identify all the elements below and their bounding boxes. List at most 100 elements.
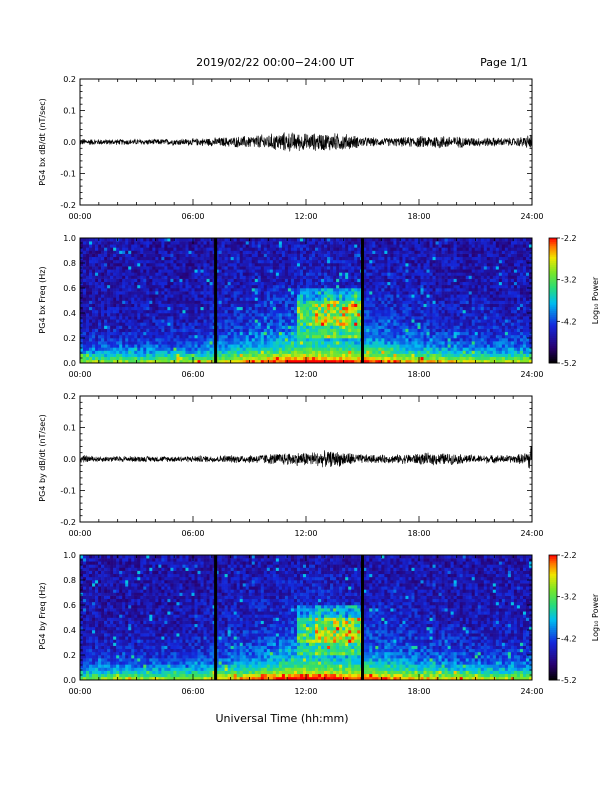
spectrogram-cell bbox=[239, 281, 244, 286]
spectrogram-cell bbox=[242, 350, 247, 354]
spectrogram-cell bbox=[164, 344, 168, 348]
spectrogram-cell bbox=[293, 266, 298, 270]
spectrogram-cell bbox=[104, 250, 108, 254]
spectrogram-cell bbox=[372, 303, 376, 308]
spectrogram-cell bbox=[242, 253, 247, 258]
spectrogram-cell bbox=[155, 269, 159, 273]
spectrogram-cell bbox=[390, 300, 394, 304]
spectrogram-cell bbox=[321, 341, 325, 345]
spectrogram-cell bbox=[357, 281, 361, 286]
spectrogram-cell bbox=[152, 359, 156, 364]
spectrogram-cell bbox=[161, 303, 165, 308]
spectrogram-cell bbox=[354, 319, 358, 323]
spectrogram-cell bbox=[330, 309, 334, 314]
spectrogram-cell bbox=[408, 250, 412, 254]
spectrogram-cell bbox=[218, 238, 222, 242]
spectrogram-cell bbox=[432, 275, 436, 279]
spectrogram-cell bbox=[143, 344, 147, 348]
spectrogram-cell bbox=[80, 322, 84, 326]
spectrogram-cell bbox=[315, 319, 319, 323]
spectrogram-cell bbox=[414, 259, 418, 264]
spectrogram-cell bbox=[191, 256, 195, 261]
spectrogram-cell bbox=[384, 284, 388, 289]
spectrogram-cell bbox=[194, 244, 198, 248]
spectrogram-cell bbox=[345, 238, 349, 242]
spectrogram-cell bbox=[363, 309, 367, 314]
spectrogram-cell bbox=[420, 338, 424, 342]
spectrogram-cell bbox=[345, 309, 349, 314]
spectrogram-cell bbox=[194, 275, 198, 279]
spectrogram-cell bbox=[342, 303, 346, 308]
spectrogram-cell bbox=[203, 344, 207, 348]
spectrogram-cell bbox=[281, 247, 286, 251]
spectrogram-cell bbox=[215, 303, 219, 308]
spectrogram-cell bbox=[420, 322, 424, 326]
spectrogram-cell bbox=[107, 275, 111, 279]
spectrogram-cell bbox=[92, 294, 96, 298]
spectrogram-cell bbox=[179, 350, 183, 354]
spectrogram-cell bbox=[408, 306, 412, 311]
spectrogram-cell bbox=[146, 241, 150, 245]
spectrogram-cell bbox=[95, 331, 99, 336]
spectrogram-cell bbox=[161, 250, 165, 254]
spectrogram-cell bbox=[200, 334, 204, 339]
spectrogram-cell bbox=[399, 331, 403, 336]
spectrogram-cell bbox=[116, 334, 120, 339]
spectrogram-cell bbox=[399, 359, 403, 364]
spectrogram-cell bbox=[336, 288, 340, 292]
spectrogram-cell bbox=[230, 259, 234, 264]
spectrogram-cell bbox=[149, 291, 153, 295]
spectrogram-cell bbox=[128, 281, 132, 286]
spectrogram-cell bbox=[296, 359, 301, 364]
spectrogram-cell bbox=[224, 325, 228, 329]
spectrogram-cell bbox=[348, 306, 352, 311]
spectrogram-cell bbox=[363, 272, 367, 276]
spectrogram-cell bbox=[327, 344, 331, 348]
spectrogram-cell bbox=[275, 300, 280, 304]
spectrogram-cell bbox=[140, 328, 144, 333]
spectrogram-cell bbox=[302, 238, 307, 242]
spectrogram-cell bbox=[302, 356, 307, 361]
spectrogram-cell bbox=[254, 328, 259, 333]
spectrogram-cell bbox=[119, 359, 123, 364]
spectrogram-cell bbox=[287, 253, 292, 258]
spectrogram-cell bbox=[396, 266, 400, 270]
spectrogram-cell bbox=[86, 322, 90, 326]
spectrogram-cell bbox=[432, 244, 436, 248]
spectrogram-cell bbox=[372, 313, 376, 317]
spectrogram-cell bbox=[200, 241, 204, 245]
spectrogram-cell bbox=[107, 263, 111, 267]
spectrogram-cell bbox=[299, 303, 304, 308]
spectrogram-cell bbox=[299, 344, 304, 348]
spectrogram-cell bbox=[167, 272, 171, 276]
spectrogram-cell bbox=[357, 300, 361, 304]
spectrogram-cell bbox=[372, 338, 376, 342]
spectrogram-cell bbox=[306, 281, 310, 286]
spectrogram-cell bbox=[182, 303, 186, 308]
spectrogram-cell bbox=[411, 313, 415, 317]
spectrogram-cell bbox=[89, 353, 93, 358]
spectrogram-cell bbox=[224, 303, 228, 308]
spectrogram-cell bbox=[318, 259, 322, 264]
spectrogram-cell bbox=[302, 278, 307, 283]
spectrogram-cell bbox=[251, 328, 256, 333]
spectrogram-cell bbox=[342, 328, 346, 333]
spectrogram-cell bbox=[272, 303, 277, 308]
spectrogram-cell bbox=[342, 281, 346, 286]
spectrogram-cell bbox=[420, 272, 424, 276]
spectrogram-cell bbox=[227, 278, 231, 283]
spectrogram-cell bbox=[179, 328, 183, 333]
spectrogram-cell bbox=[366, 313, 370, 317]
spectrogram-cell bbox=[227, 297, 231, 301]
spectrogram-cell bbox=[296, 284, 301, 289]
spectrogram-cell bbox=[269, 359, 274, 364]
spectrogram-cell bbox=[104, 331, 108, 336]
spectrogram-cell bbox=[345, 344, 349, 348]
spectrogram-cell bbox=[125, 269, 129, 273]
spectrogram-cell bbox=[236, 350, 240, 354]
spectrogram-cell bbox=[257, 350, 262, 354]
spectrogram-cell bbox=[296, 316, 301, 320]
spectrogram-cell bbox=[315, 250, 319, 254]
spectrogram-cell bbox=[318, 322, 322, 326]
spectrogram-cell bbox=[384, 344, 388, 348]
